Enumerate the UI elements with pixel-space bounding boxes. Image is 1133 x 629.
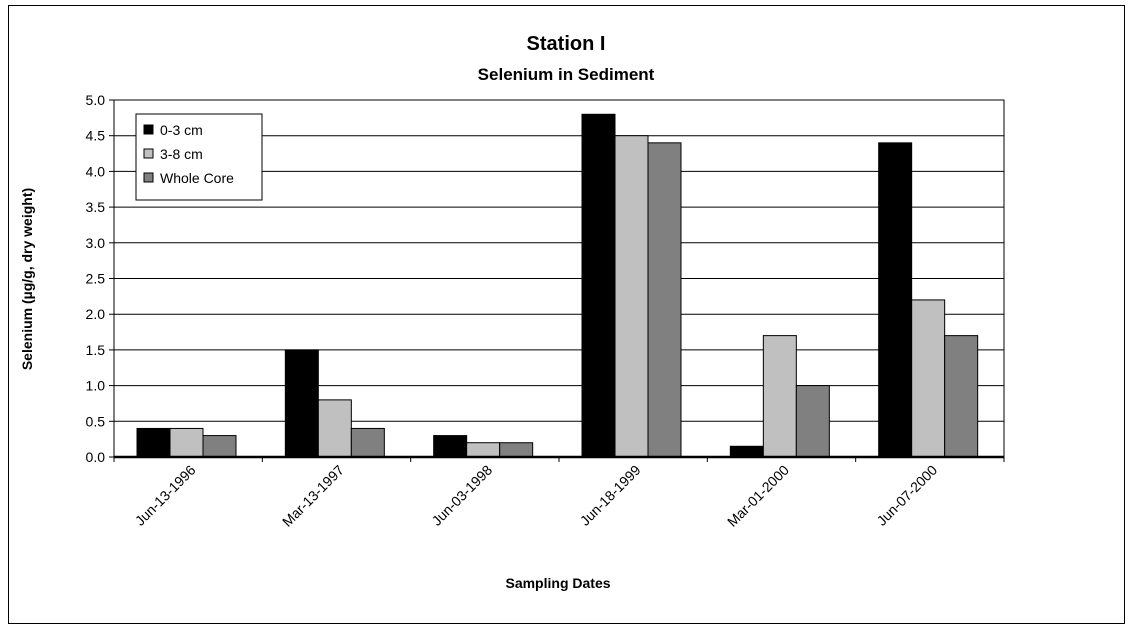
y-tick-label: 5.0 (86, 92, 106, 108)
x-tick-labels: Jun-13-1996 Mar-13-1997 Jun-03-1998 Jun-18-… (132, 462, 941, 530)
bar (202, 435, 237, 458)
bar (499, 442, 534, 458)
legend: 0-3 cm 3-8 cm Whole Core (135, 113, 263, 201)
bar (317, 399, 352, 458)
y-tick-label: 1.5 (86, 342, 106, 358)
legend-swatch (143, 148, 154, 159)
bar (647, 142, 682, 458)
legend-swatch (143, 124, 154, 135)
legend-box (135, 113, 263, 201)
x-axis-label: Sampling Dates (505, 575, 610, 591)
bar (433, 435, 468, 458)
y-tick-label: 4.5 (86, 128, 106, 144)
bar (762, 335, 797, 458)
axes (109, 99, 1005, 462)
bar (466, 442, 501, 458)
y-tick-label: 0.5 (86, 413, 106, 429)
x-tick-label: Jun-03-1998 (428, 462, 495, 529)
y-tick-label: 1.0 (86, 378, 106, 394)
bar (284, 349, 319, 458)
y-tick-label: 2.5 (86, 271, 106, 287)
x-tick-label: Mar-13-1997 (279, 462, 347, 530)
bar (729, 445, 764, 458)
chart-subtitle: Selenium in Sediment (478, 65, 655, 84)
y-tick-label: 3.5 (86, 199, 106, 215)
bar (136, 427, 171, 458)
legend-label: 3-8 cm (160, 146, 203, 162)
x-tick-label: Jun-18-1999 (577, 462, 644, 529)
x-tick-label: Jun-07-2000 (873, 462, 940, 529)
y-tick-label: 2.0 (86, 306, 106, 322)
bar (795, 385, 830, 458)
bar (169, 427, 204, 458)
legend-label: Whole Core (160, 170, 234, 186)
x-tick-label: Mar-01-2000 (724, 462, 792, 530)
bar (944, 335, 979, 458)
bar (581, 113, 616, 458)
y-tick-label: 3.0 (86, 235, 106, 251)
bar (878, 142, 913, 458)
bars (136, 113, 979, 458)
bar (350, 427, 385, 458)
y-axis-label: Selenium (µg/g, dry weight) (19, 188, 35, 370)
y-tick-label: 0.0 (86, 449, 106, 465)
legend-label: 0-3 cm (160, 122, 203, 138)
bar (911, 299, 946, 458)
chart-title: Station I (527, 33, 606, 55)
y-tick-labels: 0.0 0.5 1.0 1.5 2.0 2.5 3.0 3.5 4.0 4.5 5.0 (86, 92, 106, 465)
x-tick-label: Jun-13-1996 (132, 462, 199, 529)
y-tick-label: 4.0 (86, 163, 106, 179)
legend-swatch (143, 172, 154, 183)
bar (614, 135, 649, 458)
